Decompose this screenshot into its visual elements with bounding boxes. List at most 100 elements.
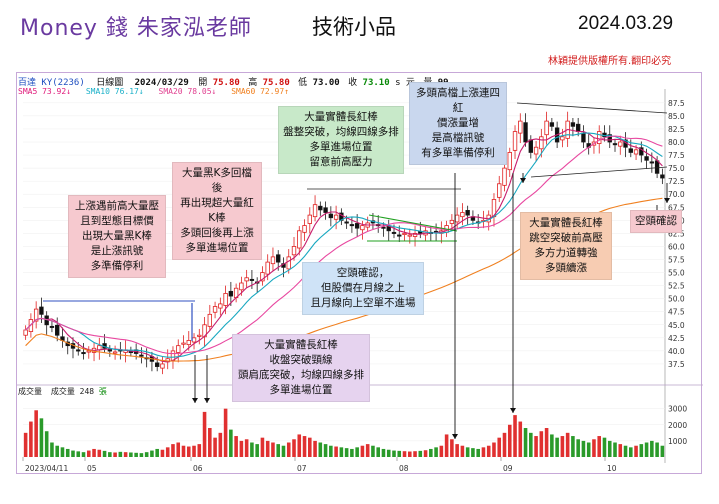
volume-bar [34, 410, 38, 457]
candle-body [39, 306, 44, 315]
price-tick-label: 60.0 [668, 242, 685, 251]
candle-body [628, 148, 633, 153]
volume-bar [192, 445, 196, 457]
volume-bar [613, 442, 617, 457]
volume-bar [550, 434, 554, 457]
volume-bar [297, 434, 302, 457]
candle-body [549, 122, 555, 127]
volume-bar [429, 448, 433, 457]
candle-body [612, 143, 618, 146]
volume-bar [318, 442, 323, 457]
candle-body [460, 212, 465, 218]
volume-bar [208, 428, 212, 457]
candle-body [328, 213, 334, 219]
ma-legend-item: SMA5 73.92↓ [18, 87, 72, 96]
candle-body [33, 308, 39, 322]
candle-body [55, 324, 60, 336]
triangle-upper [368, 214, 458, 232]
volume-legend-label: 成交量 [18, 387, 42, 396]
volume-bar [281, 445, 286, 457]
candle-body [297, 230, 302, 249]
volume-bar [544, 428, 549, 457]
volume-bar [129, 452, 133, 457]
volume-bar [339, 447, 344, 457]
stock-name: 百達 KY(2236) [18, 78, 85, 88]
volume-tick-label: 3000 [668, 405, 687, 414]
volume-bar [555, 437, 559, 457]
volume-bar [539, 431, 544, 457]
price-tick-label: 42.5 [668, 334, 685, 343]
price-tick-label: 55.0 [668, 269, 685, 278]
candle-body [607, 134, 612, 143]
price-tick-label: 87.5 [668, 99, 685, 108]
ma-legend-item: SMA60 72.97↑ [231, 87, 290, 96]
callout-gap-breakout: 大量實體長紅棒 跳空突破前高壓 多方力道轉強 多頭續漲 [520, 212, 612, 280]
candle-body [412, 232, 418, 237]
candle-body [276, 254, 281, 263]
volume-bar [581, 440, 586, 457]
volume-bar [71, 450, 75, 457]
volume-bar [171, 444, 175, 457]
volume-bar [302, 436, 307, 457]
volume-bar [76, 451, 81, 457]
candle-body [560, 136, 565, 141]
candle-body [391, 231, 397, 234]
volume-bar [323, 444, 328, 457]
volume-bar [371, 445, 375, 457]
x-tick-label: 2023/04/11 [25, 464, 68, 473]
volume-bar [65, 448, 70, 457]
callout-head-shoulders: 大量實體長紅棒 收盤突破頸線 頭肩底突破，均線四線多排 多單進場位置 [232, 334, 370, 402]
volume-bar [397, 450, 402, 457]
candle-body [454, 214, 460, 223]
arrow-head [520, 178, 526, 183]
candle-body [239, 282, 244, 291]
volume-bar [455, 444, 459, 457]
volume-tick-label: 1000 [668, 437, 687, 446]
candle-body [533, 146, 539, 155]
volume-bar [523, 428, 528, 457]
volume-bar [592, 439, 596, 457]
candle-body [181, 342, 186, 345]
volume-bar [123, 452, 128, 457]
volume-bar [507, 424, 512, 457]
period-label: 日線圖 [96, 78, 124, 88]
bottom-trendline [530, 166, 668, 178]
volume-bar [486, 445, 491, 457]
price-tick-label: 50.0 [668, 295, 685, 304]
price-tick-label: 45.0 [668, 321, 685, 330]
volume-bar [97, 449, 102, 457]
price-tick-label: 67.5 [668, 203, 685, 212]
low-value: 73.00 [312, 78, 340, 88]
volume-bar [444, 434, 449, 457]
candle-body [307, 214, 312, 224]
x-tick-label: 08 [399, 464, 409, 473]
volume-bar [650, 440, 654, 457]
volume-bar [481, 447, 486, 457]
volume-bar [386, 449, 391, 457]
volume-bar [618, 444, 623, 457]
volume-bar [23, 432, 28, 457]
candle-body [570, 122, 576, 127]
volume-bar [476, 448, 480, 457]
volume-tick-label: 2000 [668, 421, 687, 430]
volume-bar [497, 437, 502, 457]
page-subtitle: 技術小品 [312, 15, 396, 39]
volume-bar [634, 445, 638, 457]
price-tick-label: 62.5 [668, 229, 685, 238]
candle-body [502, 167, 507, 186]
candle-body [660, 174, 665, 179]
candle-body [112, 351, 118, 354]
price-tick-label: 85.0 [668, 112, 685, 121]
volume-bar [623, 445, 628, 457]
volume-bar [381, 448, 386, 457]
volume-bar [139, 453, 144, 457]
volume-bar [607, 440, 612, 457]
callout-four-red: 多頭高檔上漲連四紅 價漲量增 是高檔訊號 有多單準備停利 [409, 82, 507, 165]
volume-bar [513, 415, 517, 457]
price-tick-label: 40.0 [668, 347, 685, 356]
candle-body [191, 337, 197, 343]
volume-bar [465, 447, 470, 457]
high-label: 高 [248, 78, 258, 88]
callout-stop-rise: 上漲遇前高大量壓 且到型態目標價 出現大量黑K棒 是止漲訊號 多準備停利 [68, 195, 166, 278]
low-label: 低 [298, 78, 308, 88]
